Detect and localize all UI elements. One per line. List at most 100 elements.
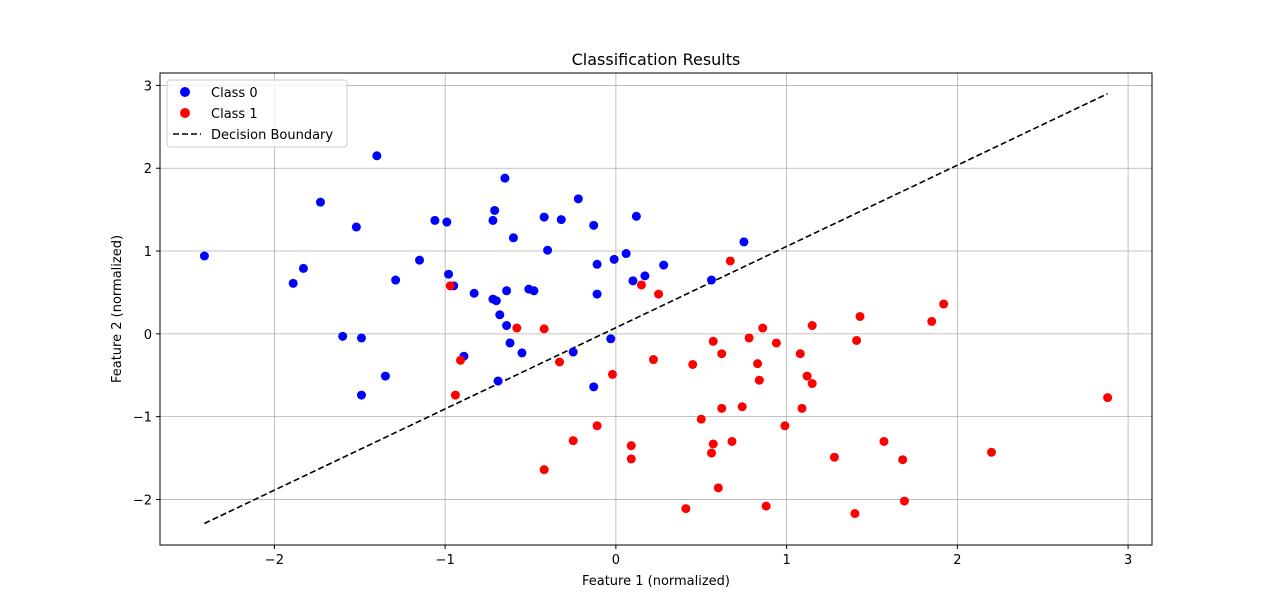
class-0-point: [628, 276, 638, 286]
class-1-point: [727, 436, 737, 446]
class-0-point: [356, 333, 366, 343]
class-1-point: [450, 390, 460, 400]
class-1-point: [706, 448, 716, 458]
y-tick-label: 2: [144, 162, 152, 177]
class-0-point: [706, 275, 716, 285]
class-1-point: [927, 316, 937, 326]
class-0-point: [490, 205, 500, 215]
class-0-point: [500, 173, 510, 183]
class-1-point: [850, 509, 860, 519]
class-1-point: [708, 336, 718, 346]
class-1-point: [539, 465, 549, 475]
class-0-point: [372, 151, 382, 161]
class-1-point: [636, 280, 646, 290]
class-1-point: [780, 421, 790, 431]
y-axis-label: Feature 2 (normalized): [110, 235, 125, 383]
class-0-point: [568, 347, 578, 357]
class-0-point: [288, 278, 298, 288]
class-1-point: [708, 439, 718, 449]
class-1-point: [807, 321, 817, 331]
decision-boundary-line: [204, 92, 1108, 525]
class-1-point: [797, 403, 807, 413]
class-1-point: [802, 371, 812, 381]
class-1-point: [568, 436, 578, 446]
class-0-point: [495, 310, 505, 320]
class-1-point: [852, 335, 862, 345]
class-0-point: [430, 215, 440, 225]
y-tick-label: 3: [144, 79, 152, 94]
class-1-point: [771, 338, 781, 348]
class-0-point: [199, 251, 209, 261]
class-1-point: [717, 349, 727, 359]
class-1-point: [626, 441, 636, 451]
legend-label-class-0: Class 0: [211, 86, 258, 101]
class-1-point: [445, 281, 455, 291]
legend-label-decision-boundary: Decision Boundary: [211, 128, 333, 143]
y-axis-ticks: −2 −1 0 1 2 3: [133, 79, 160, 508]
class-1-point: [681, 504, 691, 514]
class-1-point: [725, 256, 735, 266]
class-1-point: [607, 369, 617, 379]
y-tick-label: 0: [144, 328, 152, 343]
class-0-point: [444, 269, 454, 279]
class-1-point: [456, 355, 466, 365]
class-0-point: [356, 390, 366, 400]
class-0-point: [508, 233, 518, 243]
class-0-point: [298, 263, 308, 273]
class-0-point: [640, 271, 650, 281]
x-tick-label: −1: [436, 553, 455, 568]
class-1-point: [879, 436, 889, 446]
legend-marker-class-0: [180, 87, 190, 97]
class-0-point: [415, 255, 425, 265]
class-0-point: [442, 217, 452, 227]
class-0-point: [573, 194, 583, 204]
y-tick-label: −1: [133, 411, 152, 426]
class-0-point: [592, 289, 602, 299]
legend-marker-class-1: [180, 108, 190, 118]
class-1-point: [654, 289, 664, 299]
class-0-point: [556, 215, 566, 225]
class-0-point: [659, 260, 669, 270]
class-1-point: [754, 375, 764, 385]
class-1-point: [939, 299, 949, 309]
class-1-point: [539, 324, 549, 334]
class-1-point: [512, 323, 522, 333]
class-1-point: [761, 501, 771, 511]
class-0-point: [609, 254, 619, 264]
class-0-point: [380, 371, 390, 381]
class-1-point: [758, 323, 768, 333]
legend: Class 0 Class 1 Decision Boundary: [166, 79, 348, 148]
class-1-point: [898, 455, 908, 465]
decision-boundary-layer: [204, 92, 1108, 525]
class-0-point: [606, 334, 616, 344]
legend-label-class-1: Class 1: [211, 107, 258, 122]
class-1-point: [744, 333, 754, 343]
class-0-point: [315, 197, 325, 207]
class-0-point: [739, 237, 749, 247]
x-tick-label: 3: [1124, 553, 1132, 568]
class-1-point: [555, 357, 565, 367]
class-1-point: [807, 379, 817, 389]
plot-area-frame: [159, 72, 1153, 546]
y-tick-label: 1: [144, 245, 152, 260]
class-0-point: [493, 376, 503, 386]
x-tick-label: −2: [265, 553, 284, 568]
class-1-point: [626, 454, 636, 464]
chart-title: Classification Results: [572, 50, 741, 69]
x-tick-label: 1: [782, 553, 790, 568]
class-0-point: [592, 259, 602, 269]
x-tick-label: 0: [612, 553, 620, 568]
class-0-point: [589, 382, 599, 392]
class-0-point: [502, 286, 512, 296]
class-0-point: [631, 211, 641, 221]
class-0-point: [539, 212, 549, 222]
class-1-point: [753, 359, 763, 369]
class-0-point: [491, 296, 501, 306]
class-0-point: [488, 215, 498, 225]
class-0-point: [589, 220, 599, 230]
class-1-point: [648, 355, 658, 365]
x-tick-label: 2: [953, 553, 961, 568]
class-0-point: [469, 288, 479, 298]
class-1-point: [899, 496, 909, 506]
class-0-point: [621, 249, 631, 259]
